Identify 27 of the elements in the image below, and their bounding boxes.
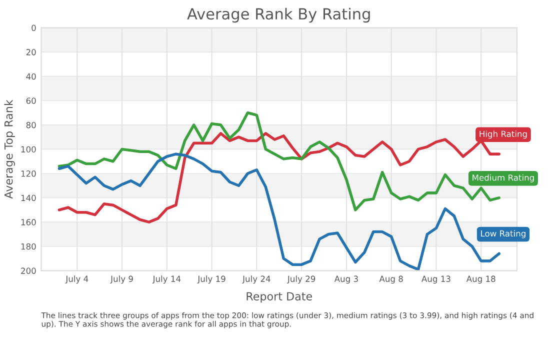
x-tick-label: Aug 13 <box>422 276 450 284</box>
x-tick-label: July 9 <box>110 276 133 284</box>
x-tick-label: Aug 18 <box>466 276 496 284</box>
y-tick-label: 40 <box>26 73 36 80</box>
y-tick-label: 20 <box>26 49 36 56</box>
x-tick-label: Aug 8 <box>379 276 403 284</box>
y-tick-label: 100 <box>21 146 36 152</box>
y-axis-title: Average Top Rank <box>4 100 15 199</box>
series-label: Medium Rating <box>472 174 534 182</box>
y-tick-label: 140 <box>21 194 36 202</box>
y-tick-label: 0 <box>32 24 36 32</box>
x-tick-label: Aug 3 <box>334 276 358 284</box>
chart-title: Average Rank By Rating <box>187 8 370 23</box>
y-tick-label: 120 <box>21 170 36 177</box>
y-tick-label: 200 <box>21 268 36 274</box>
series-label: Low Rating <box>481 230 526 238</box>
x-tick-label: July 14 <box>152 276 181 284</box>
x-tick-label: July 4 <box>65 276 88 284</box>
y-tick-label: 60 <box>26 98 36 104</box>
series-label: High Rating <box>480 130 527 139</box>
x-tick-label: July 24 <box>242 276 270 284</box>
x-axis-title: Report Date <box>246 292 312 303</box>
y-tick-label: 160 <box>21 219 36 226</box>
y-tick-label: 80 <box>26 122 36 128</box>
x-tick-label: July 19 <box>197 276 226 284</box>
x-tick-label: July 29 <box>287 276 316 284</box>
y-tick-label: 180 <box>21 243 36 250</box>
